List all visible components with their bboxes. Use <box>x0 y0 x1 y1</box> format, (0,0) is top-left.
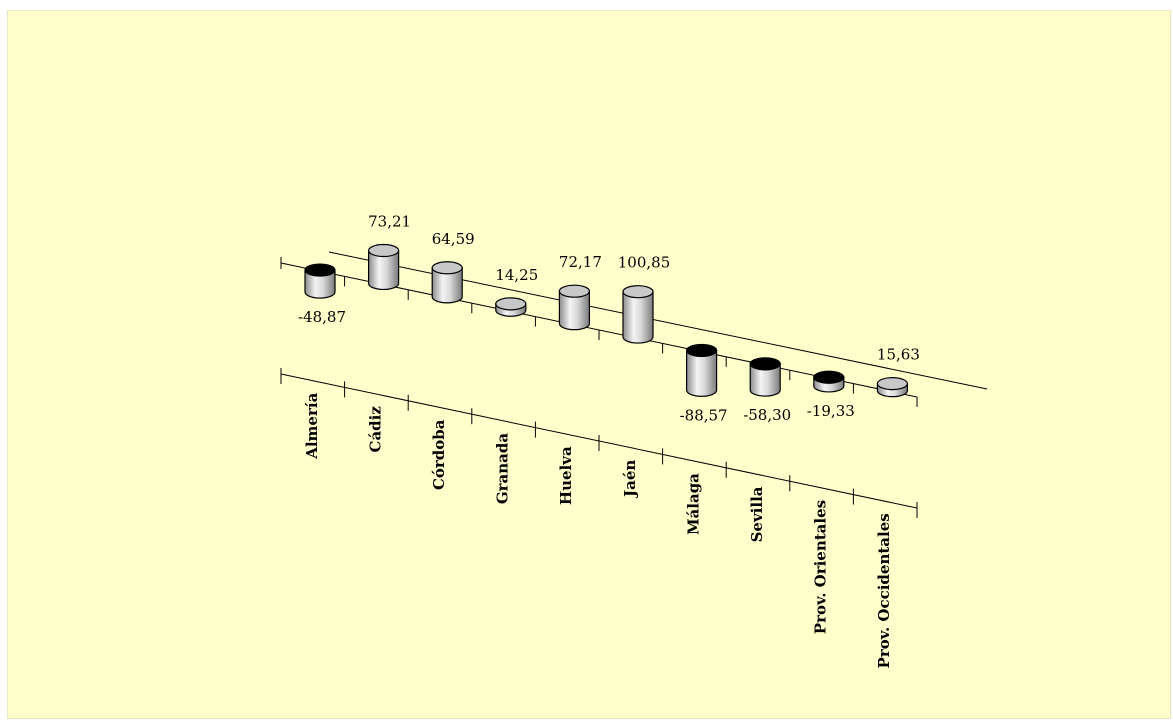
bar-cylinder-side <box>749 363 781 397</box>
bar-cylinder-top <box>558 284 591 298</box>
bar-cylinder <box>749 357 781 397</box>
data-label: -58,30 <box>743 406 791 424</box>
bar-cylinder <box>876 377 909 398</box>
category-tick-label: Granada <box>494 433 512 505</box>
bar-cylinder-side <box>558 290 590 331</box>
bar-cylinder-side <box>368 249 400 291</box>
bar-cylinder <box>304 263 336 299</box>
data-label: 72,17 <box>559 253 602 271</box>
bar-cylinder-side <box>431 267 463 304</box>
zero-plane-back-line <box>328 251 988 390</box>
data-label: 73,21 <box>368 213 411 231</box>
bar-cylinder <box>368 243 400 291</box>
bar-cylinder <box>685 343 718 397</box>
category-tick-label: Córdoba <box>430 419 448 490</box>
data-label: 15,63 <box>877 346 920 364</box>
data-label: -48,87 <box>298 308 346 326</box>
data-label: -19,33 <box>807 402 855 420</box>
cylinder-bar-chart: -48,87 Almería 73,21 Cádiz 64,59 Córdoba 14,25… <box>280 213 988 668</box>
category-tick-label: Cádiz <box>366 406 384 453</box>
bar-cylinder-top <box>368 243 400 258</box>
category-tick-label: Prov. Occidentales <box>875 513 893 668</box>
bar-cylinder <box>431 261 463 304</box>
data-label: 14,25 <box>495 266 538 284</box>
bar-cylinder-top <box>495 297 527 311</box>
category-tick-label: Jaén <box>621 460 639 499</box>
bar-cylinder-top <box>876 377 909 391</box>
bar-cylinder <box>622 285 654 344</box>
category-tick-label: Huelva <box>557 446 575 505</box>
bar-cylinder <box>495 297 527 317</box>
bar-cylinder <box>813 370 845 393</box>
category-tick-label: Málaga <box>684 473 702 535</box>
bar-cylinder-top <box>622 285 654 299</box>
bar-cylinder-side <box>686 349 718 397</box>
data-label: 100,85 <box>618 254 671 272</box>
bar-cylinder-top <box>304 263 336 277</box>
category-tick-label: Sevilla <box>748 486 766 542</box>
bar-cylinder-side <box>304 269 336 299</box>
data-label: -88,57 <box>680 406 728 424</box>
bar-cylinder <box>558 284 591 331</box>
bar-cylinder-top <box>685 343 718 358</box>
chart-area: -48,87 Almería 73,21 Cádiz 64,59 Córdoba 14,25… <box>7 10 1171 719</box>
bar-cylinder-top <box>749 357 781 371</box>
bar-cylinder-top <box>813 370 845 384</box>
category-tick-label: Prov. Orientales <box>812 500 830 634</box>
bar-cylinder-top <box>431 261 463 275</box>
data-label: 64,59 <box>432 230 475 248</box>
category-tick-label: Almería <box>303 392 321 459</box>
bar-cylinder-side <box>622 291 654 344</box>
